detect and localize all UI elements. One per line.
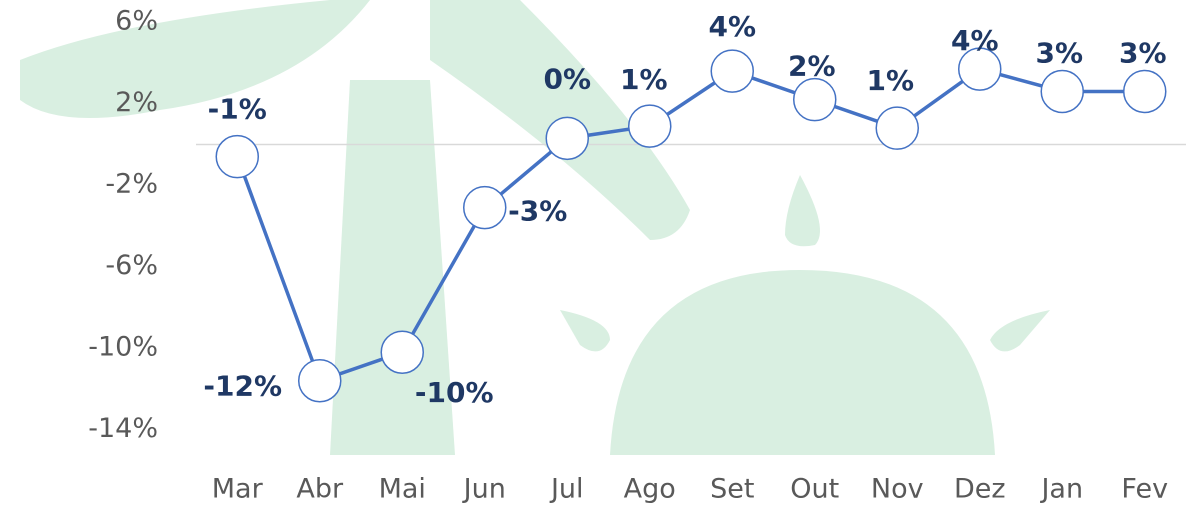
data-label: -10% [415, 376, 494, 409]
x-tick-label: Set [710, 474, 754, 505]
x-tick-label: Out [790, 474, 839, 505]
x-tick-label: Dez [954, 474, 1006, 505]
y-tick-label: -10% [88, 332, 158, 363]
data-label: -3% [508, 195, 567, 228]
x-tick-label: Ago [624, 474, 676, 505]
marker [546, 117, 588, 159]
x-tick-label: Fev [1121, 474, 1168, 505]
marker [711, 50, 753, 92]
marker [629, 105, 671, 147]
x-tick-label: Jun [462, 474, 506, 505]
data-label: 4% [951, 24, 999, 57]
data-label: 3% [1035, 36, 1083, 69]
x-tick-label: Jul [549, 474, 584, 505]
data-label: 0% [543, 62, 591, 95]
marker [216, 136, 258, 178]
y-tick-label: 2% [115, 87, 158, 118]
data-label: -1% [208, 93, 267, 126]
x-tick-label: Nov [871, 474, 924, 505]
y-tick-label: -14% [88, 413, 158, 444]
data-label: 1% [620, 63, 668, 96]
marker [464, 187, 506, 229]
marker [299, 360, 341, 402]
data-label: 3% [1119, 36, 1167, 69]
data-label: 4% [708, 10, 756, 43]
data-label: 1% [866, 64, 914, 97]
marker [1041, 70, 1083, 112]
y-tick-label: -6% [105, 250, 158, 281]
marker [381, 331, 423, 373]
marker [1124, 70, 1166, 112]
y-tick-label: 6% [115, 6, 158, 37]
x-tick-label: Jan [1039, 474, 1083, 505]
data-label: -12% [203, 370, 282, 403]
data-label: 2% [788, 50, 836, 83]
x-tick-label: Abr [296, 474, 344, 505]
chart: -14% -10% -6% -2% 2% 6% Mar Abr Mai Jun Jul Ago Set O… [0, 0, 1196, 508]
marker [794, 79, 836, 121]
x-tick-label: Mai [379, 474, 426, 505]
x-tick-label: Mar [212, 474, 264, 505]
marker [876, 107, 918, 149]
y-tick-label: -2% [105, 169, 158, 200]
